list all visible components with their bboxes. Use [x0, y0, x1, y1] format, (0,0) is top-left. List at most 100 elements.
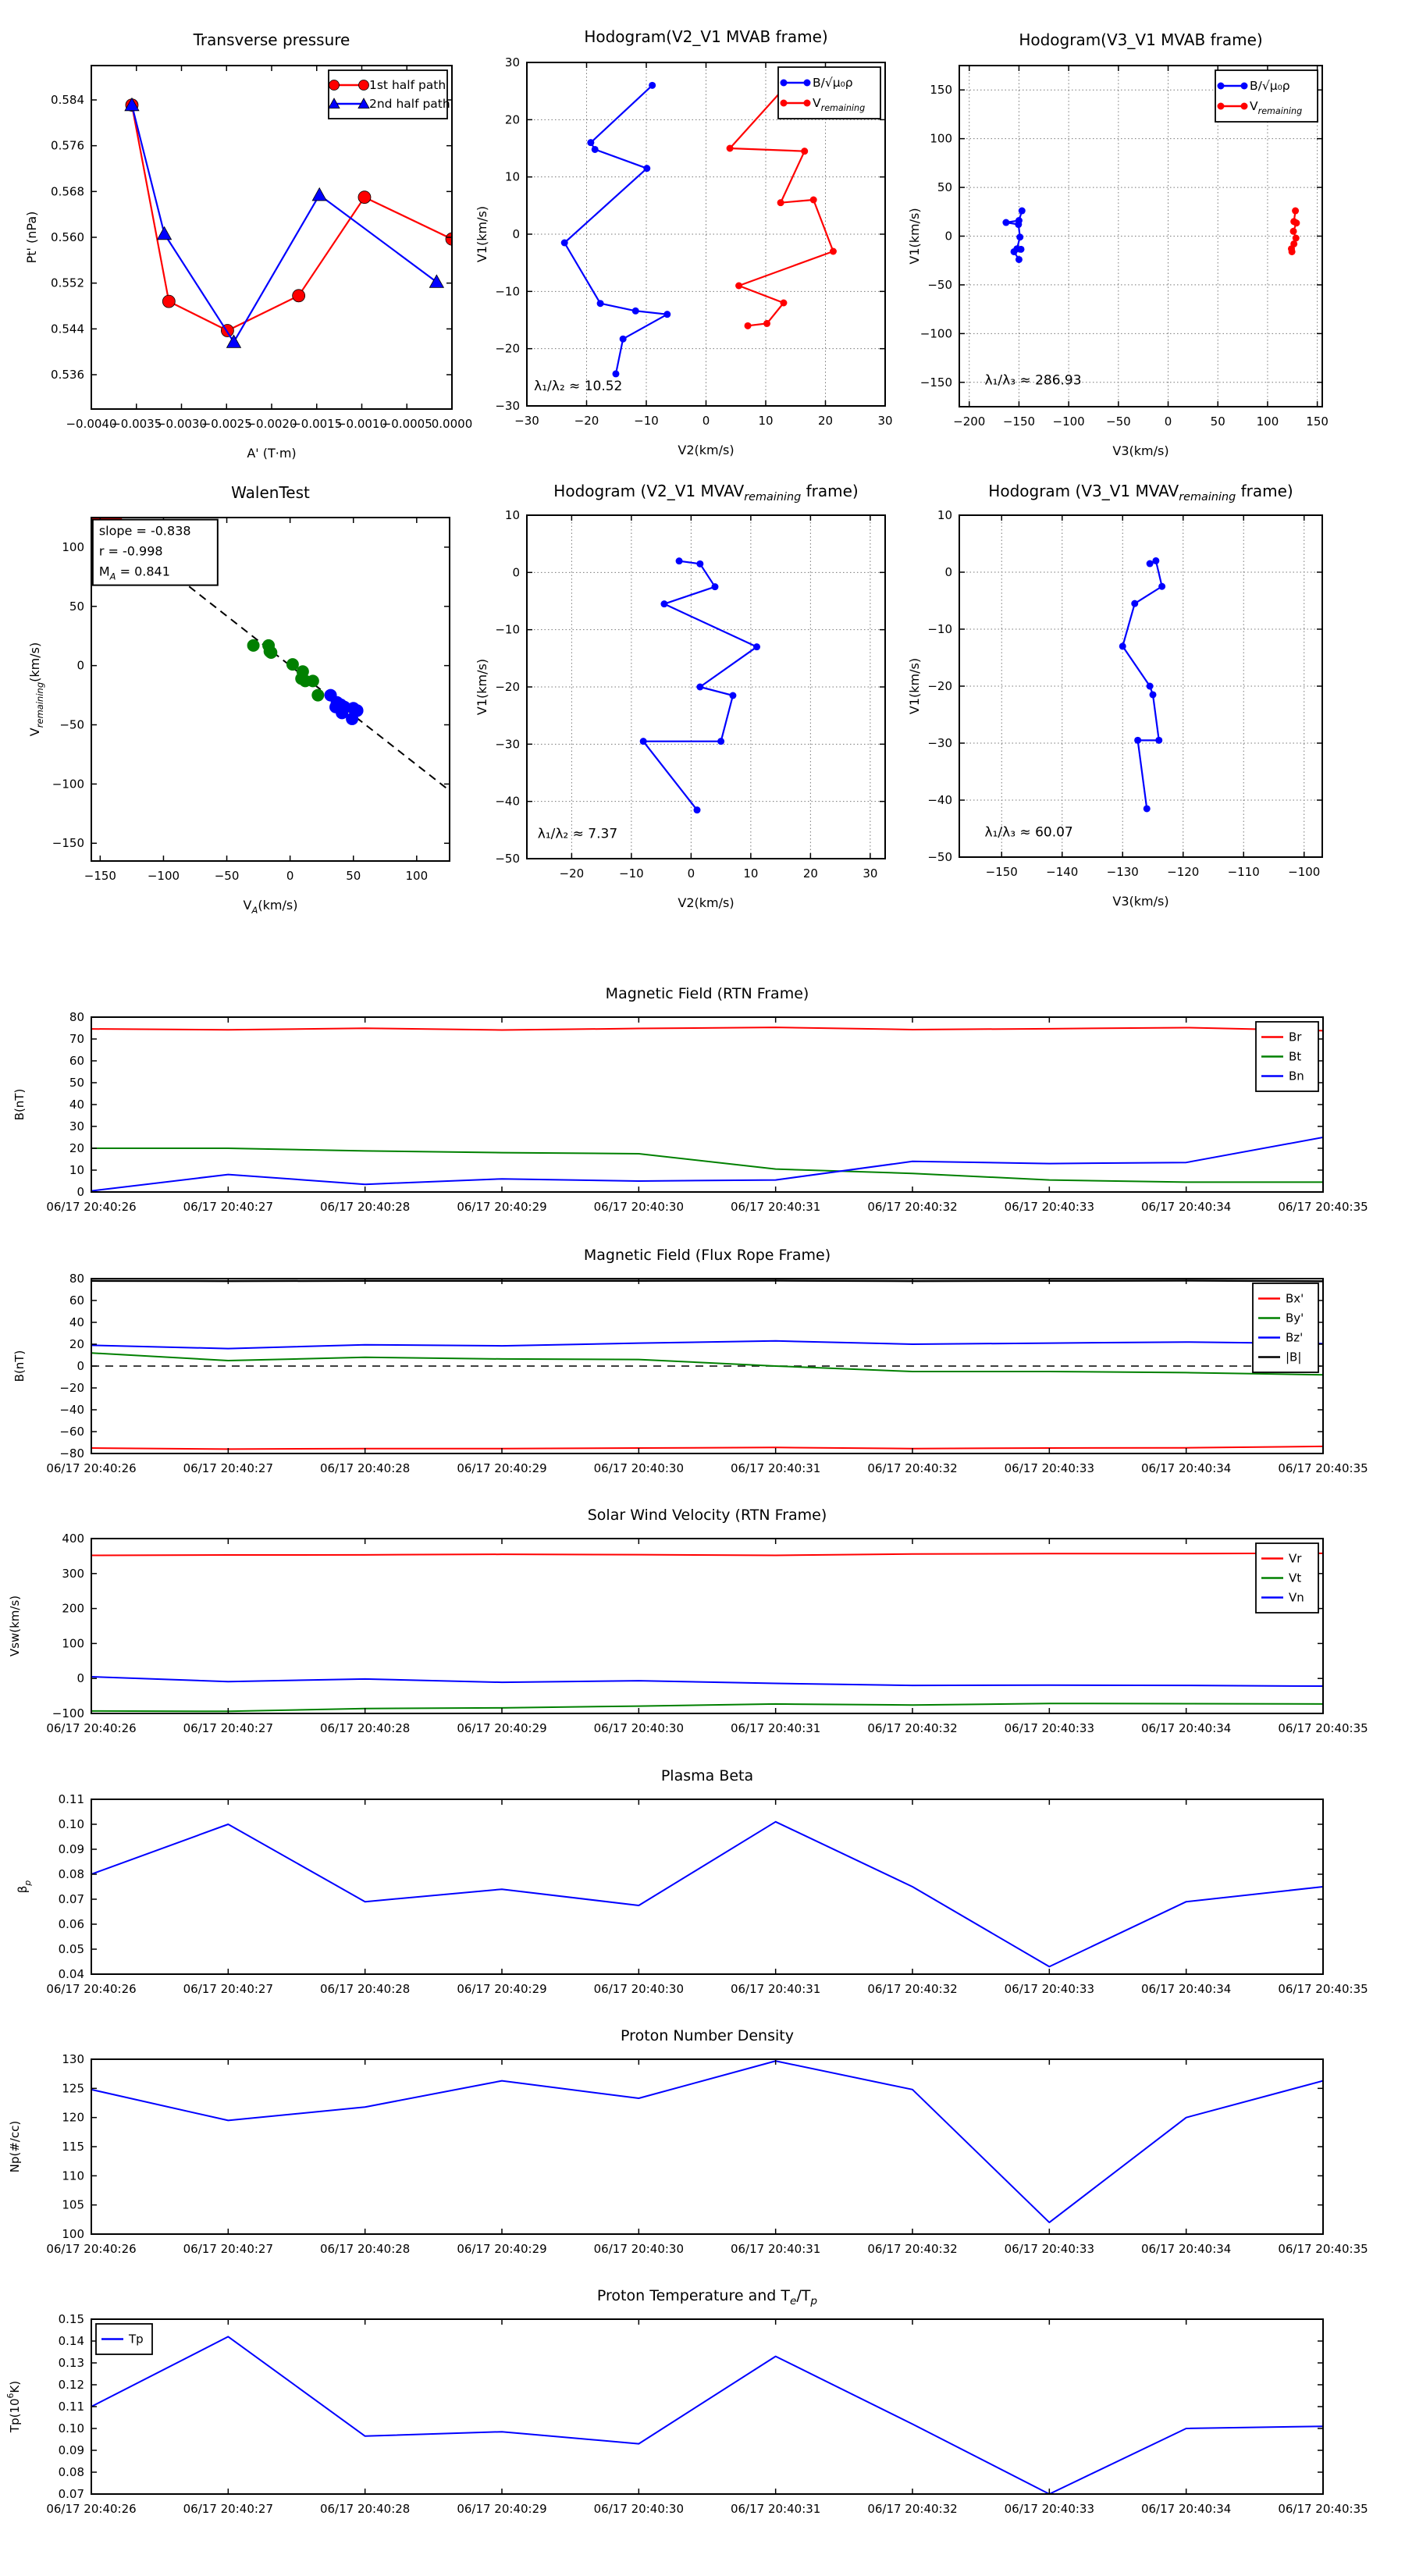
svg-text:06/17 20:40:30: 06/17 20:40:30	[594, 1200, 684, 1214]
svg-text:r = -0.998: r = -0.998	[99, 544, 163, 559]
svg-text:1st half path: 1st half path	[369, 78, 446, 92]
svg-text:−40: −40	[927, 793, 952, 807]
svg-text:06/17 20:40:32: 06/17 20:40:32	[867, 1200, 957, 1214]
svg-text:Bn: Bn	[1289, 1069, 1304, 1083]
svg-text:300: 300	[62, 1567, 84, 1581]
svg-text:Proton Temperature and Te/Tp: Proton Temperature and Te/Tp	[597, 2287, 818, 2307]
svg-text:0.560: 0.560	[51, 230, 84, 244]
svg-text:06/17 20:40:35: 06/17 20:40:35	[1278, 1461, 1368, 1475]
svg-text:0.06: 0.06	[59, 1917, 84, 1931]
svg-text:Bz': Bz'	[1286, 1331, 1303, 1345]
svg-text:100: 100	[62, 540, 84, 554]
svg-text:0.13: 0.13	[59, 2356, 84, 2370]
svg-text:−0.0005: −0.0005	[382, 417, 432, 431]
svg-text:70: 70	[69, 1032, 84, 1046]
svg-text:150: 150	[930, 83, 952, 97]
svg-text:10: 10	[758, 414, 773, 428]
svg-text:06/17 20:40:26: 06/17 20:40:26	[46, 1982, 136, 1996]
svg-text:10: 10	[505, 170, 520, 184]
svg-text:−100: −100	[148, 869, 180, 883]
svg-text:0.14: 0.14	[59, 2334, 84, 2348]
svg-text:−100: −100	[920, 326, 952, 340]
svg-text:slope = -0.838: slope = -0.838	[99, 524, 191, 539]
svg-text:30: 30	[505, 55, 520, 69]
svg-text:06/17 20:40:31: 06/17 20:40:31	[731, 1200, 820, 1214]
svg-text:06/17 20:40:30: 06/17 20:40:30	[594, 1982, 684, 1996]
svg-text:40: 40	[69, 1315, 84, 1329]
svg-text:0.536: 0.536	[51, 368, 84, 382]
hodogram-v2v1-mvab-plot: −30 −20 −10 0 10 20 30 −30 −20 −10 0 10 20 30 Hodogram…	[475, 27, 893, 457]
svg-text:0: 0	[702, 414, 710, 428]
svg-text:−0.0010: −0.0010	[336, 417, 387, 431]
svg-text:−10: −10	[495, 623, 520, 637]
svg-text:400: 400	[62, 1532, 84, 1546]
svg-text:Magnetic Field (Flux Rope Fram: Magnetic Field (Flux Rope Frame)	[584, 1247, 831, 1264]
svg-text:06/17 20:40:27: 06/17 20:40:27	[183, 1721, 273, 1735]
svg-text:−0.0030: −0.0030	[156, 417, 207, 431]
svg-text:06/17 20:40:26: 06/17 20:40:26	[46, 1461, 136, 1475]
svg-text:120: 120	[62, 2111, 84, 2125]
svg-text:06/17 20:40:34: 06/17 20:40:34	[1141, 1461, 1231, 1475]
svg-text:0: 0	[76, 1359, 84, 1373]
hodogram-v3v1-mvab-plot: −200 −150 −100 −50 0 50 100 150 −150 −100 −50 0 50 10…	[907, 30, 1329, 458]
svg-text:06/17 20:40:29: 06/17 20:40:29	[457, 2502, 546, 2516]
svg-text:By': By'	[1286, 1311, 1304, 1325]
svg-text:06/17 20:40:32: 06/17 20:40:32	[867, 2242, 957, 2256]
svg-text:Vremaining: Vremaining	[1250, 99, 1302, 116]
svg-text:06/17 20:40:33: 06/17 20:40:33	[1005, 1461, 1094, 1475]
svg-text:B(nT): B(nT)	[12, 1089, 27, 1121]
svg-text:Vn: Vn	[1289, 1591, 1304, 1605]
svg-text:0.07: 0.07	[59, 2487, 84, 2501]
svg-text:Tp(106K): Tp(106K)	[5, 2381, 22, 2433]
svg-text:−30: −30	[495, 737, 520, 751]
svg-text:0.568: 0.568	[51, 184, 84, 198]
svg-text:06/17 20:40:29: 06/17 20:40:29	[457, 2242, 546, 2256]
svg-text:06/17 20:40:28: 06/17 20:40:28	[320, 2502, 410, 2516]
svg-text:Hodogram(V3_V1 MVAB frame): Hodogram(V3_V1 MVAB frame)	[1019, 30, 1262, 49]
svg-text:06/17 20:40:35: 06/17 20:40:35	[1278, 1721, 1368, 1735]
svg-text:105: 105	[62, 2198, 84, 2212]
svg-text:20: 20	[505, 112, 520, 126]
svg-text:−10: −10	[495, 284, 520, 298]
svg-text:0.10: 0.10	[59, 2421, 84, 2435]
svg-text:130: 130	[62, 2052, 84, 2066]
svg-text:06/17 20:40:35: 06/17 20:40:35	[1278, 1982, 1368, 1996]
svg-text:−200: −200	[953, 415, 985, 429]
svg-text:06/17 20:40:31: 06/17 20:40:31	[731, 2242, 820, 2256]
svg-text:0: 0	[1165, 415, 1172, 429]
svg-text:06/17 20:40:30: 06/17 20:40:30	[594, 1721, 684, 1735]
svg-text:−50: −50	[215, 869, 240, 883]
svg-text:06/17 20:40:31: 06/17 20:40:31	[731, 1461, 820, 1475]
svg-text:125: 125	[62, 2081, 84, 2095]
svg-text:0.576: 0.576	[51, 139, 84, 153]
svg-text:−10: −10	[927, 622, 952, 636]
svg-text:06/17 20:40:26: 06/17 20:40:26	[46, 2502, 136, 2516]
svg-text:λ₁/λ₃ ≈ 60.07: λ₁/λ₃ ≈ 60.07	[985, 825, 1073, 841]
svg-text:A' (T·m): A' (T·m)	[247, 446, 296, 461]
svg-text:10: 10	[937, 508, 952, 522]
svg-text:10: 10	[69, 1163, 84, 1177]
svg-text:06/17 20:40:28: 06/17 20:40:28	[320, 2242, 410, 2256]
svg-text:Solar Wind Velocity (RTN Frame: Solar Wind Velocity (RTN Frame)	[588, 1507, 827, 1524]
svg-text:Transverse pressure: Transverse pressure	[193, 30, 350, 49]
svg-text:WalenTest: WalenTest	[231, 483, 310, 502]
svg-text:−40: −40	[59, 1403, 84, 1417]
svg-text:06/17 20:40:32: 06/17 20:40:32	[867, 1721, 957, 1735]
svg-text:−50: −50	[495, 852, 520, 866]
walen-test-plot: −150 −100 −50 0 50 100 −150 −100 −50 0 50 100 WalenT…	[27, 483, 450, 916]
magnetic-field-fluxrope-panel: 06/17 20:40:26 06/17 20:40:27 06/17 20:40:…	[12, 1247, 1368, 1475]
svg-text:200: 200	[62, 1602, 84, 1616]
svg-text:−80: −80	[59, 1446, 84, 1461]
svg-text:06/17 20:40:28: 06/17 20:40:28	[320, 1721, 410, 1735]
svg-text:2nd half path: 2nd half path	[369, 97, 450, 111]
svg-text:−0.0040: −0.0040	[66, 417, 116, 431]
svg-text:−110: −110	[1228, 865, 1260, 879]
svg-text:0.544: 0.544	[51, 322, 84, 336]
svg-text:−0.0025: −0.0025	[201, 417, 252, 431]
svg-text:0.0000: 0.0000	[432, 417, 473, 431]
svg-text:B(nT): B(nT)	[12, 1350, 27, 1382]
svg-text:−150: −150	[1003, 415, 1035, 429]
svg-text:100: 100	[62, 1636, 84, 1650]
svg-text:06/17 20:40:34: 06/17 20:40:34	[1141, 2502, 1231, 2516]
svg-text:Hodogram(V2_V1 MVAB frame): Hodogram(V2_V1 MVAB frame)	[584, 27, 827, 46]
